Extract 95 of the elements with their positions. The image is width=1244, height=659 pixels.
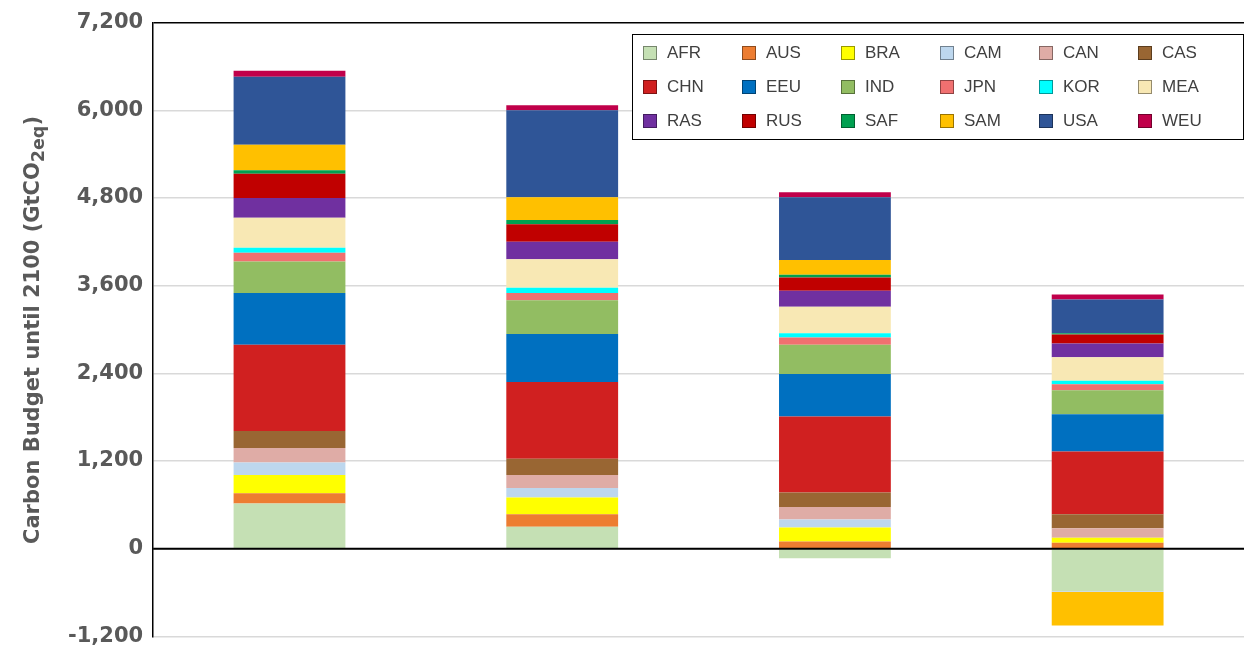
bar <box>779 306 891 334</box>
bar <box>779 527 891 542</box>
legend-label: MEA <box>1162 76 1199 97</box>
legend-label: CAS <box>1162 42 1197 63</box>
bar <box>1051 384 1164 391</box>
bar <box>233 173 346 198</box>
y-tick-label: 6,000 <box>76 96 144 121</box>
bar <box>233 247 346 253</box>
y-tick-label: 2,400 <box>76 359 144 384</box>
bar <box>1051 528 1164 538</box>
legend-label: CAN <box>1063 42 1099 63</box>
bar <box>233 474 346 494</box>
bar <box>506 382 619 459</box>
bar <box>506 497 619 515</box>
bar <box>506 110 619 198</box>
bar <box>506 241 619 260</box>
bar <box>779 549 891 559</box>
bar <box>506 474 619 489</box>
bar <box>506 197 619 220</box>
bar <box>233 144 346 171</box>
legend-label: IND <box>865 76 895 97</box>
legend-label: RUS <box>766 110 802 131</box>
bar <box>779 260 891 275</box>
bar <box>233 252 346 262</box>
bar <box>1051 537 1164 543</box>
bar <box>1051 542 1164 548</box>
legend-label: USA <box>1063 110 1098 131</box>
bar <box>233 217 346 248</box>
y-tick-label: 0 <box>128 535 144 560</box>
bar <box>1051 299 1164 334</box>
bar <box>506 259 619 288</box>
bar <box>233 292 346 345</box>
bar <box>779 344 891 375</box>
legend-label: AFR <box>667 42 701 63</box>
bar <box>779 519 891 528</box>
bar <box>506 458 619 475</box>
bar <box>1051 514 1164 529</box>
legend-label: KOR <box>1063 76 1100 97</box>
legend-label: BRA <box>865 42 900 63</box>
bar <box>1051 343 1164 358</box>
bar <box>506 105 619 111</box>
bar <box>506 488 619 498</box>
bar <box>506 333 619 383</box>
legend-label: AUS <box>766 42 801 63</box>
bar <box>1051 591 1164 626</box>
bar <box>779 277 891 291</box>
y-tick-label: 4,800 <box>76 184 144 209</box>
bar <box>233 197 346 218</box>
bar <box>506 526 619 548</box>
bar <box>233 261 346 293</box>
bar <box>779 333 891 338</box>
bar <box>779 197 891 261</box>
legend-label: CAM <box>964 42 1002 63</box>
legend-label: SAM <box>964 110 1001 131</box>
bar <box>779 374 891 417</box>
bar <box>233 170 346 174</box>
legend-label: JPN <box>964 76 997 97</box>
bar <box>233 431 346 448</box>
bar <box>233 76 346 145</box>
bar <box>233 462 346 475</box>
y-tick-label: 3,600 <box>76 272 144 297</box>
legend-label: WEU <box>1162 110 1202 131</box>
bar <box>1051 294 1164 300</box>
bar <box>233 493 346 504</box>
bar <box>779 507 891 520</box>
bar <box>1051 451 1164 515</box>
bar <box>1051 549 1164 592</box>
bar <box>506 219 619 225</box>
bar <box>506 287 619 293</box>
bar <box>779 416 891 493</box>
y-tick-label: 1,200 <box>76 447 144 472</box>
bar <box>233 503 346 548</box>
bar <box>1051 390 1164 415</box>
bar <box>506 292 619 301</box>
bar <box>779 492 891 508</box>
bar <box>506 300 619 334</box>
bar <box>233 70 346 77</box>
bar <box>779 337 891 345</box>
bar <box>233 344 346 432</box>
legend-label: CHN <box>667 76 704 97</box>
legend-label: EEU <box>766 76 801 97</box>
bar <box>1051 357 1164 381</box>
legend-label: SAF <box>865 110 899 131</box>
bar <box>506 514 619 527</box>
bar <box>506 224 619 242</box>
y-tick-label: 7,200 <box>76 9 144 34</box>
bar <box>779 541 891 548</box>
legend-label: RAS <box>667 110 702 131</box>
bar <box>779 274 891 278</box>
bar <box>233 447 346 463</box>
bar <box>1051 334 1164 344</box>
bar <box>779 192 891 198</box>
bar <box>1051 414 1164 452</box>
bar <box>779 290 891 307</box>
y-tick-label: -1,200 <box>68 622 144 647</box>
